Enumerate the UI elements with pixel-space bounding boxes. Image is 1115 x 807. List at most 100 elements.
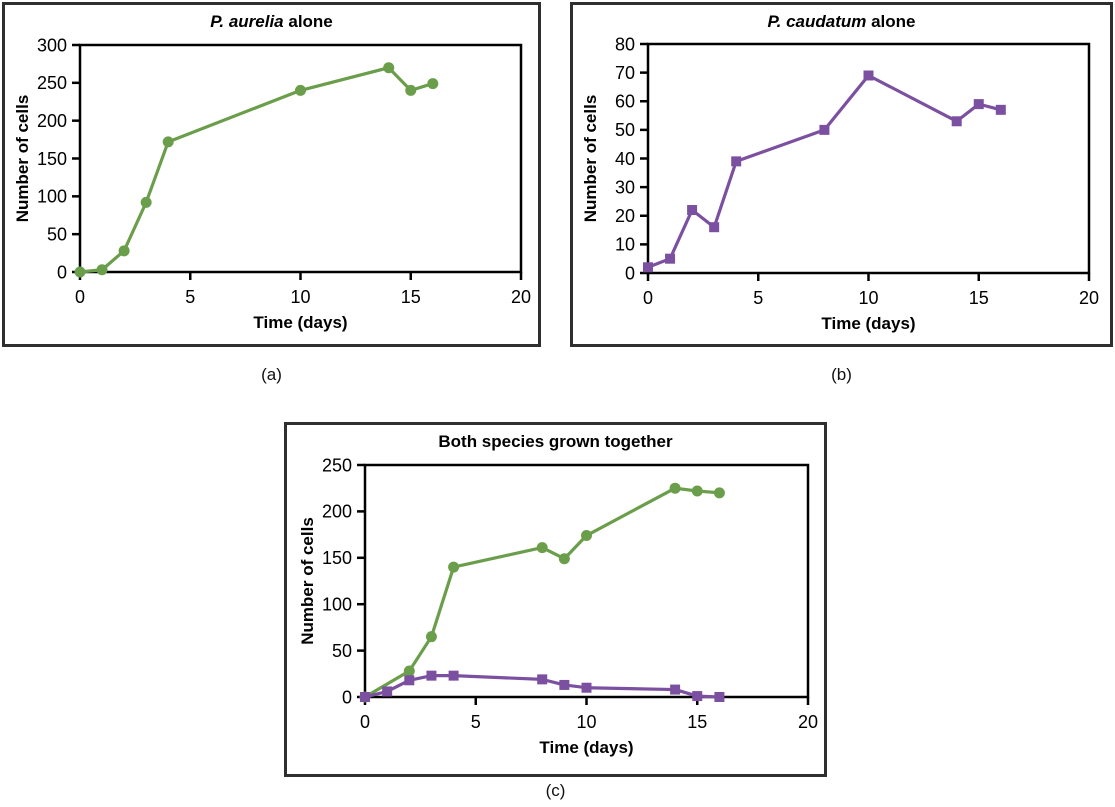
y-tick-label: 200: [37, 111, 67, 131]
marker-circle-p-aurelia: [403, 665, 415, 677]
y-tick-label: 40: [615, 149, 635, 169]
y-tick-label: 100: [37, 187, 67, 207]
y-tick-label: 300: [37, 35, 67, 55]
y-tick-label: 150: [37, 149, 67, 169]
chart-b-title-rest: alone: [866, 12, 916, 31]
plot-frame: [78, 43, 523, 274]
chart-c-canvas: 0 50 100 150 200 250 0 5 10 15 20 Time (days) Number…: [287, 425, 824, 774]
marker-square-p-caudatum: [687, 205, 698, 216]
marker-circle-p-aurelia: [581, 530, 592, 542]
marker-circle-p-aurelia: [425, 631, 437, 643]
marker-circle-p-aurelia: [405, 84, 417, 96]
x-tick-label: 10: [858, 288, 878, 308]
marker-square-p-caudatum: [995, 104, 1006, 115]
y-tick-label: 150: [322, 548, 352, 568]
caption-a: (a): [261, 365, 282, 384]
caption-b: (b): [831, 365, 852, 384]
y-tick-label: 0: [342, 687, 352, 707]
marker-square-p-caudatum: [382, 686, 393, 697]
chart-b-title: P. caudatum alone: [573, 12, 1110, 32]
marker-circle-p-aurelia: [427, 78, 439, 90]
marker-square-p-caudatum: [581, 682, 592, 693]
marker-circle-p-aurelia: [691, 485, 703, 497]
x-tick-label: 15: [969, 288, 989, 308]
chart-svg: 0 50 100 150 200 250 300 0 5 10 15 20 Time (days) Num…: [13, 35, 531, 332]
chart-svg: 0 10 20 30 40 50 60 70 80 0 5 10 15 20 Time (days) Numb…: [581, 34, 1099, 333]
marker-square-p-caudatum: [670, 684, 681, 695]
marker-square-p-caudatum: [692, 691, 703, 702]
caption-c: (c): [545, 781, 566, 800]
y-tick-label: 30: [615, 177, 635, 197]
series-line-p-aurelia: [78, 66, 435, 274]
marker-square-p-caudatum: [731, 156, 742, 167]
x-tick-label: 0: [75, 287, 85, 307]
panel-b: P. caudatum alone 0 10 20 30 40 50 60 70 80 0 5 10 1…: [570, 2, 1113, 347]
y-tick-label: 20: [615, 206, 635, 226]
y-tick-label: 60: [615, 92, 635, 112]
x-tick-label: 10: [290, 287, 310, 307]
y-tick-label: 70: [615, 63, 635, 83]
panel-a: P. aurelia alone 0 50 100 150 200 250 300 0 5 10 1…: [2, 2, 541, 347]
marker-square-p-caudatum: [863, 70, 874, 81]
y-tick-label: 50: [332, 641, 352, 661]
marker-square-p-caudatum: [973, 99, 984, 110]
y-tick-label: 0: [57, 262, 67, 282]
marker-square-p-caudatum: [426, 670, 437, 681]
y-axis-title: Number of cells: [298, 517, 317, 645]
marker-circle-p-aurelia: [96, 264, 108, 276]
y-axis-title: Number of cells: [581, 95, 600, 223]
marker-square-p-caudatum: [643, 262, 653, 273]
panel-c: Both species grown together 0 50 100 150 200…: [284, 422, 827, 777]
x-axis-title: Time (days): [821, 314, 915, 333]
marker-circle-p-aurelia: [140, 196, 152, 208]
marker-square-p-caudatum: [448, 670, 459, 681]
chart-a-canvas: 0 50 100 150 200 250 300 0 5 10 15 20 Time (days) Num…: [5, 5, 538, 344]
series-line-p-caudatum: [646, 73, 1003, 269]
x-tick-label: 15: [401, 287, 421, 307]
y-tick-label: 80: [615, 34, 635, 54]
marker-circle-p-aurelia: [74, 266, 86, 278]
x-tick-label: 20: [1079, 288, 1099, 308]
x-tick-label: 15: [687, 712, 707, 732]
plot-frame: [363, 463, 810, 699]
y-tick-label: 100: [322, 595, 352, 615]
marker-circle-p-aurelia: [295, 84, 306, 96]
chart-a-title-species: P. aurelia: [210, 12, 284, 31]
chart-svg: 0 50 100 150 200 250 0 5 10 15 20 Time (days) Number…: [298, 455, 818, 757]
marker-circle-p-aurelia: [558, 553, 570, 565]
marker-circle-p-aurelia: [448, 561, 460, 573]
marker-circle-p-aurelia: [713, 487, 725, 499]
y-tick-label: 0: [625, 263, 635, 283]
x-tick-label: 10: [576, 712, 596, 732]
x-tick-label: 20: [798, 712, 818, 732]
chart-c-title-rest: Both species grown together: [438, 432, 673, 451]
x-tick-label: 5: [185, 287, 195, 307]
x-tick-label: 0: [360, 712, 370, 732]
y-tick-label: 200: [322, 502, 352, 522]
chart-a-title-rest: alone: [283, 12, 333, 31]
y-tick-label: 50: [47, 224, 67, 244]
x-tick-label: 5: [471, 712, 481, 732]
marker-square-p-caudatum: [819, 124, 830, 135]
x-axis-title: Time (days): [253, 313, 347, 332]
marker-square-p-caudatum: [559, 679, 570, 690]
y-tick-label: 250: [322, 455, 352, 475]
marker-square-p-caudatum: [709, 222, 720, 233]
marker-square-p-caudatum: [665, 253, 676, 264]
marker-circle-p-aurelia: [118, 245, 130, 257]
chart-a-title: P. aurelia alone: [5, 12, 538, 32]
x-tick-label: 0: [643, 288, 653, 308]
chart-b-canvas: 0 10 20 30 40 50 60 70 80 0 5 10 15 20 Time (days) Numb…: [573, 5, 1110, 344]
marker-square-p-caudatum: [951, 116, 962, 127]
series-line-p-aurelia: [363, 486, 721, 699]
chart-c-title: Both species grown together: [287, 432, 824, 452]
marker-circle-p-aurelia: [669, 482, 681, 494]
marker-square-p-caudatum: [360, 692, 370, 702]
marker-square-p-caudatum: [537, 674, 548, 685]
y-axis-title: Number of cells: [13, 95, 32, 223]
marker-circle-p-aurelia: [383, 62, 395, 74]
y-tick-label: 10: [615, 235, 635, 255]
marker-square-p-caudatum: [404, 675, 415, 686]
y-tick-label: 50: [615, 120, 635, 140]
x-tick-label: 5: [753, 288, 763, 308]
